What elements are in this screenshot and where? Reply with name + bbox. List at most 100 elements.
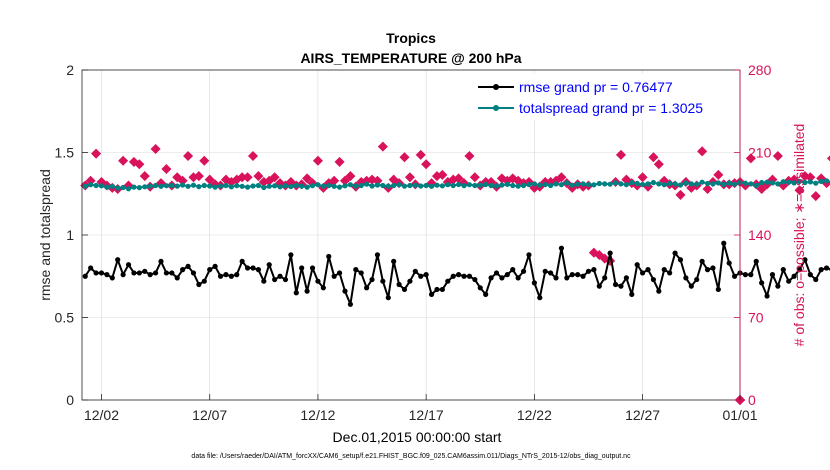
rmse-point — [163, 270, 170, 276]
totalspread-point — [250, 183, 256, 189]
x-tick-label: 12/27 — [625, 407, 660, 423]
totalspread-point — [683, 180, 689, 186]
legend: rmse grand pr = 0.76477 totalspread gran… — [469, 73, 735, 121]
rmse-point — [602, 275, 608, 281]
rmse-point — [715, 286, 721, 293]
rmse-point — [304, 288, 310, 294]
rmse-point — [742, 272, 749, 278]
totalspread-point — [315, 182, 321, 188]
rmse-point — [152, 270, 159, 276]
rmse-point — [234, 272, 240, 278]
chart-title: Tropics — [386, 30, 436, 46]
obs-assimilated-point — [772, 151, 783, 162]
totalspread-point — [299, 183, 305, 189]
totalspread-point — [472, 182, 478, 189]
rmse-point — [228, 273, 234, 279]
y-left-tick-label: 0 — [66, 392, 74, 408]
rmse-point — [510, 267, 516, 273]
rmse-point — [326, 253, 332, 260]
rmse-point — [374, 252, 381, 258]
totalspread-point — [612, 180, 619, 186]
totalspread-point — [147, 183, 153, 189]
rmse-point — [575, 272, 581, 278]
totalspread-point — [488, 182, 494, 189]
y-left-tick-label: 2 — [66, 62, 74, 78]
totalspread-point — [775, 181, 781, 187]
totalspread-point — [656, 181, 662, 187]
obs-assimilated-point — [421, 159, 432, 170]
totalspread-point — [748, 181, 754, 187]
rmse-point — [542, 268, 548, 274]
totalspread-point — [331, 183, 337, 189]
totalspread-point — [585, 181, 592, 188]
rmse-point — [618, 283, 624, 289]
totalspread-point — [418, 183, 424, 189]
rmse-point — [320, 285, 326, 291]
totalspread-point — [364, 181, 370, 187]
rmse-point — [623, 275, 629, 281]
rmse-point — [104, 272, 110, 278]
rmse-point — [223, 272, 229, 278]
totalspread-point — [596, 180, 602, 187]
y-right-tick-label: 0 — [748, 392, 756, 408]
rmse-point — [580, 273, 586, 279]
rmse-point — [769, 272, 776, 278]
totalspread-point — [304, 184, 310, 190]
totalspread-point — [347, 182, 353, 188]
rmse-point — [645, 267, 651, 273]
obs-assimilated-point — [183, 151, 194, 162]
totalspread-point — [688, 181, 694, 187]
totalspread-point — [515, 183, 521, 189]
rmse-point — [239, 258, 245, 264]
totalspread-point — [558, 182, 565, 188]
x-tick-label: 12/07 — [192, 407, 227, 423]
rmse-point — [553, 275, 559, 281]
rmse-point — [699, 258, 705, 264]
rmse-point — [564, 275, 570, 281]
totalspread-point — [234, 183, 240, 189]
x-axis-label: Dec.01,2015 00:00:00 start — [333, 429, 502, 445]
totalspread-point — [813, 180, 819, 186]
totalspread-point — [104, 184, 110, 190]
totalspread-point — [185, 183, 191, 189]
obs-assimilated-point — [253, 171, 264, 182]
rmse-point — [596, 283, 602, 289]
obs-assimilated-point — [702, 184, 713, 195]
totalspread-point — [618, 181, 624, 187]
rmse-point — [201, 278, 207, 284]
rmse-point — [255, 267, 262, 273]
rmse-point — [147, 272, 153, 278]
obs-assimilated-point — [464, 151, 475, 162]
totalspread-point — [217, 183, 224, 189]
totalspread-point — [401, 183, 408, 189]
obs-assimilated-point — [594, 250, 605, 261]
rmse-point — [677, 257, 684, 263]
rmse-point — [796, 267, 803, 273]
totalspread-point — [704, 180, 711, 187]
rmse-point — [786, 278, 792, 284]
obs-assimilated-point — [648, 152, 659, 163]
totalspread-point — [526, 181, 532, 188]
totalspread-point — [650, 179, 657, 186]
totalspread-point — [710, 181, 716, 187]
rmse-point — [293, 290, 299, 296]
totalspread-point — [261, 184, 267, 191]
totalspread-point — [759, 179, 765, 186]
totalspread-point — [510, 182, 516, 189]
obs-assimilated-point — [810, 191, 821, 202]
totalspread-point — [190, 182, 197, 188]
totalspread-point — [158, 183, 164, 189]
totalspread-point — [818, 178, 824, 184]
rmse-point — [537, 295, 543, 301]
y-left-tick-label: 0.5 — [55, 310, 75, 326]
totalspread-point — [277, 184, 283, 190]
rmse-point — [591, 267, 597, 273]
totalspread-point — [531, 181, 537, 187]
rmse-point — [456, 272, 462, 278]
rmse-point — [88, 265, 94, 271]
x-tick-label: 01/01 — [722, 407, 757, 423]
rmse-point — [488, 275, 494, 281]
totalspread-point — [396, 182, 402, 188]
totalspread-point — [715, 180, 721, 186]
obs-assimilated-point — [399, 152, 410, 163]
